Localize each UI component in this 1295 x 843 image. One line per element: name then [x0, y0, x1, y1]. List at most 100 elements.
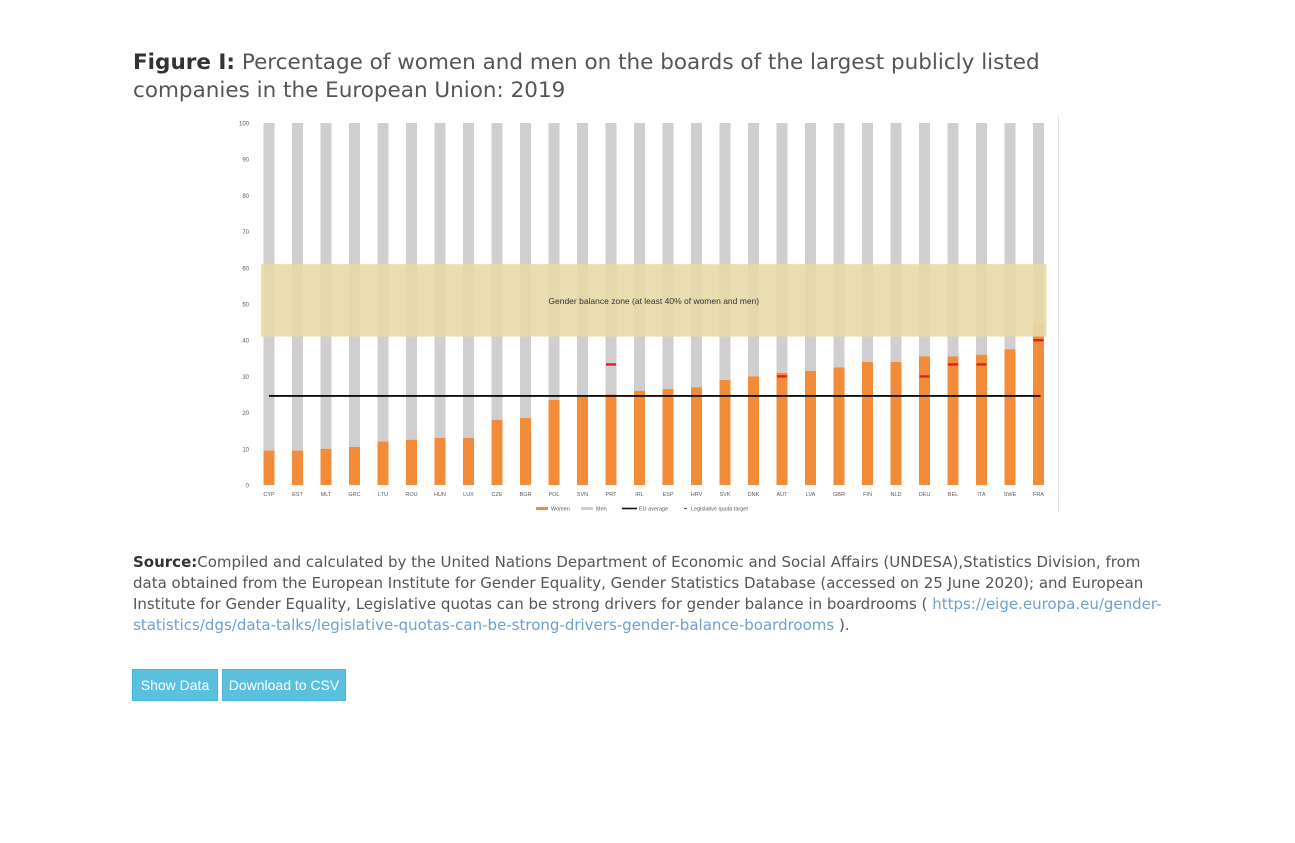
figure-title-text: Percentage of women and men on the board… — [133, 50, 1040, 103]
x-tick-label: GBR — [833, 492, 845, 498]
y-tick-label: 100 — [239, 122, 250, 128]
bar-men — [833, 123, 845, 368]
bar-men — [1004, 123, 1016, 350]
bar-men — [947, 123, 959, 357]
bar-men — [548, 123, 560, 400]
gender-balance-zone — [261, 264, 1047, 337]
bar-women — [434, 437, 446, 485]
figure-label: Figure I: — [133, 50, 236, 75]
bar-women — [491, 419, 503, 485]
zone-label: Gender balance zone (at least 40% of wom… — [548, 296, 759, 306]
x-tick-label: PRT — [606, 492, 618, 498]
y-tick-label: 40 — [242, 339, 249, 345]
y-tick-label: 10 — [242, 447, 249, 453]
bar-men — [776, 123, 788, 373]
chart-right-border — [1058, 115, 1059, 513]
bar-women — [919, 356, 930, 485]
bar-women — [890, 361, 902, 485]
y-tick-label: 30 — [242, 375, 249, 381]
bar-women — [662, 389, 674, 485]
bar-women — [862, 361, 873, 485]
bar-women — [947, 356, 959, 485]
bar-men — [748, 123, 759, 377]
show-data-button[interactable]: Show Data — [132, 669, 218, 701]
x-tick-label: SVN — [577, 492, 588, 498]
bar-men — [1033, 123, 1044, 324]
bar-women — [463, 437, 474, 485]
bar-women — [520, 418, 531, 485]
x-tick-label: CYP — [263, 492, 275, 498]
legend-swatch-women — [536, 507, 548, 510]
x-tick-label: FRA — [1033, 492, 1044, 498]
bar-women — [292, 450, 303, 485]
x-tick-label: POL — [548, 492, 559, 498]
bar-women — [320, 448, 332, 485]
bar-women — [833, 367, 845, 485]
x-tick-label: LTU — [378, 492, 388, 498]
bar-women — [406, 439, 417, 485]
y-tick-label: 0 — [246, 484, 250, 490]
x-tick-label: SVK — [719, 492, 730, 498]
bar-men — [605, 123, 617, 395]
bar-women — [1004, 349, 1016, 485]
bar-women — [691, 387, 702, 485]
bar-women — [605, 394, 617, 485]
bar-men — [662, 123, 674, 390]
y-tick-label: 50 — [242, 303, 249, 309]
bar-men — [634, 123, 645, 391]
figure-title: Figure I: Percentage of women and men on… — [133, 49, 1163, 105]
x-tick-label: NLD — [890, 492, 901, 498]
x-tick-label: LVA — [806, 492, 816, 498]
source-note: Source:Compiled and calculated by the Un… — [133, 552, 1173, 636]
x-tick-label: MLT — [321, 492, 332, 498]
bar-women — [263, 450, 275, 485]
bar-women — [748, 376, 759, 485]
source-link[interactable]: https://eige.europa.eu/gender-statistics… — [133, 595, 1162, 634]
bar-women — [719, 380, 731, 485]
chart-container: 0 10 20 30 40 50 60 70 80 90 100 CYP EST MLT GRC LTU ROU… — [229, 115, 1061, 515]
x-tick-label: CZE — [492, 492, 503, 498]
x-tick-label: IRL — [635, 492, 644, 498]
x-tick-label: ITA — [977, 492, 985, 498]
x-tick-label: FIN — [863, 492, 872, 498]
bar-women — [776, 372, 788, 485]
legend-label-women: Women — [551, 507, 570, 513]
legend-swatch-men — [581, 507, 593, 510]
bar-men — [919, 123, 930, 357]
bar-men — [577, 123, 588, 397]
x-tick-label: LUX — [463, 492, 474, 498]
x-tick-label: BEL — [948, 492, 958, 498]
stacked-bar-chart: 0 10 20 30 40 50 60 70 80 90 100 CYP EST MLT GRC LTU ROU… — [239, 122, 1047, 513]
x-tick-label: ESP — [662, 492, 673, 498]
bar-men — [805, 123, 816, 371]
source-label: Source: — [133, 553, 198, 571]
legend-label-quota: Legislative quota target — [691, 507, 748, 513]
y-tick-label: 70 — [242, 230, 249, 236]
x-tick-label: DEU — [919, 492, 931, 498]
x-tick-label: ROU — [405, 492, 417, 498]
x-tick-label: DNK — [748, 492, 760, 498]
bar-men — [862, 123, 873, 362]
bar-women — [1033, 323, 1044, 485]
x-tick-label: AUT — [777, 492, 789, 498]
bar-women — [577, 396, 588, 485]
bar-women — [349, 446, 360, 485]
x-tick-label: GRC — [348, 492, 360, 498]
bar-women — [976, 354, 987, 485]
download-csv-button[interactable]: Download to CSV — [222, 669, 346, 701]
x-tick-label: SWE — [1004, 492, 1017, 498]
y-tick-label: 90 — [242, 158, 249, 164]
bar-women — [548, 399, 560, 485]
bar-women — [377, 441, 389, 485]
bar-men — [976, 123, 987, 355]
x-tick-label: HRV — [691, 492, 703, 498]
source-text: Compiled and calculated by the United Na… — [133, 553, 1144, 613]
legend-label-eu-average: EU average — [639, 507, 668, 513]
x-tick-label: HUN — [434, 492, 446, 498]
bar-men — [890, 123, 902, 362]
y-tick-label: 60 — [242, 266, 249, 272]
bar-men — [691, 123, 702, 388]
x-tick-label: BGR — [520, 492, 532, 498]
y-tick-label: 80 — [242, 194, 249, 200]
y-tick-label: 20 — [242, 411, 249, 417]
